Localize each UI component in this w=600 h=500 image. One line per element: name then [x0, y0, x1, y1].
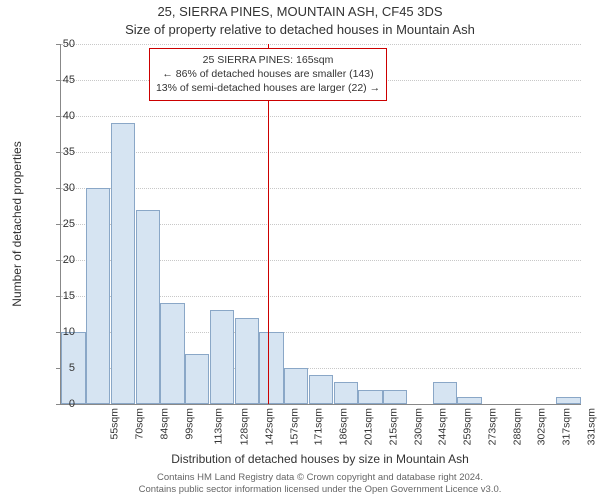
histogram-bar: [235, 318, 259, 404]
reference-line2: ← 86% of detached houses are smaller (14…: [156, 67, 380, 81]
histogram-bar: [185, 354, 209, 404]
xtick-label: 186sqm: [338, 408, 350, 445]
ytick-label: 45: [45, 74, 75, 86]
xtick-label: 70sqm: [134, 408, 146, 440]
xtick-label: 128sqm: [239, 408, 251, 445]
ytick-label: 10: [45, 326, 75, 338]
ytick-label: 35: [45, 146, 75, 158]
chart-container: 25, SIERRA PINES, MOUNTAIN ASH, CF45 3DS…: [0, 0, 600, 500]
histogram-bar: [284, 368, 308, 404]
xtick-label: 201sqm: [362, 408, 374, 445]
ytick-label: 50: [45, 38, 75, 50]
xtick-label: 215sqm: [387, 408, 399, 445]
reference-line1: 25 SIERRA PINES: 165sqm: [156, 53, 380, 67]
histogram-bar: [556, 397, 580, 404]
ytick-label: 25: [45, 218, 75, 230]
y-axis-label: Number of detached properties: [10, 141, 24, 306]
xtick-label: 244sqm: [437, 408, 449, 445]
xtick-label: 317sqm: [560, 408, 572, 445]
attribution-line2: Contains public sector information licen…: [60, 484, 580, 496]
histogram-bar: [334, 382, 358, 404]
xtick-label: 331sqm: [585, 408, 597, 445]
chart-title-line2: Size of property relative to detached ho…: [0, 22, 600, 37]
xtick-label: 113sqm: [213, 408, 225, 445]
histogram-bar: [111, 123, 135, 404]
gridline-h: [61, 152, 581, 153]
histogram-bar: [383, 390, 407, 404]
gridline-h: [61, 116, 581, 117]
xtick-label: 157sqm: [288, 408, 300, 445]
xtick-label: 99sqm: [183, 408, 195, 440]
ytick-label: 5: [45, 362, 75, 374]
xtick-label: 171sqm: [313, 408, 325, 445]
ytick-label: 15: [45, 290, 75, 302]
histogram-bar: [433, 382, 457, 404]
histogram-bar: [136, 210, 160, 404]
ytick-label: 20: [45, 254, 75, 266]
attribution-line1: Contains HM Land Registry data © Crown c…: [60, 472, 580, 484]
ytick-label: 30: [45, 182, 75, 194]
xtick-label: 55sqm: [109, 408, 121, 440]
ytick-label: 0: [45, 398, 75, 410]
plot-area: 55sqm70sqm84sqm99sqm113sqm128sqm142sqm15…: [60, 44, 581, 405]
attribution-text: Contains HM Land Registry data © Crown c…: [60, 472, 580, 496]
xtick-label: 230sqm: [412, 408, 424, 445]
y-axis-label-wrap: Number of detached properties: [10, 44, 24, 404]
xtick-label: 259sqm: [461, 408, 473, 445]
x-axis-label: Distribution of detached houses by size …: [60, 452, 580, 466]
xtick-label: 84sqm: [158, 408, 170, 440]
histogram-bar: [358, 390, 382, 404]
xtick-label: 142sqm: [263, 408, 275, 445]
reference-annotation: 25 SIERRA PINES: 165sqm← 86% of detached…: [149, 48, 387, 101]
xtick-label: 288sqm: [511, 408, 523, 445]
histogram-bar: [457, 397, 481, 404]
xtick-label: 302sqm: [536, 408, 548, 445]
xtick-label: 273sqm: [486, 408, 498, 445]
ytick-label: 40: [45, 110, 75, 122]
histogram-bar: [259, 332, 283, 404]
histogram-bar: [210, 310, 234, 404]
histogram-bar: [86, 188, 110, 404]
reference-line3: 13% of semi-detached houses are larger (…: [156, 81, 380, 95]
gridline-h: [61, 188, 581, 189]
chart-title-line1: 25, SIERRA PINES, MOUNTAIN ASH, CF45 3DS: [0, 4, 600, 19]
gridline-h: [61, 44, 581, 45]
histogram-bar: [309, 375, 333, 404]
histogram-bar: [160, 303, 184, 404]
